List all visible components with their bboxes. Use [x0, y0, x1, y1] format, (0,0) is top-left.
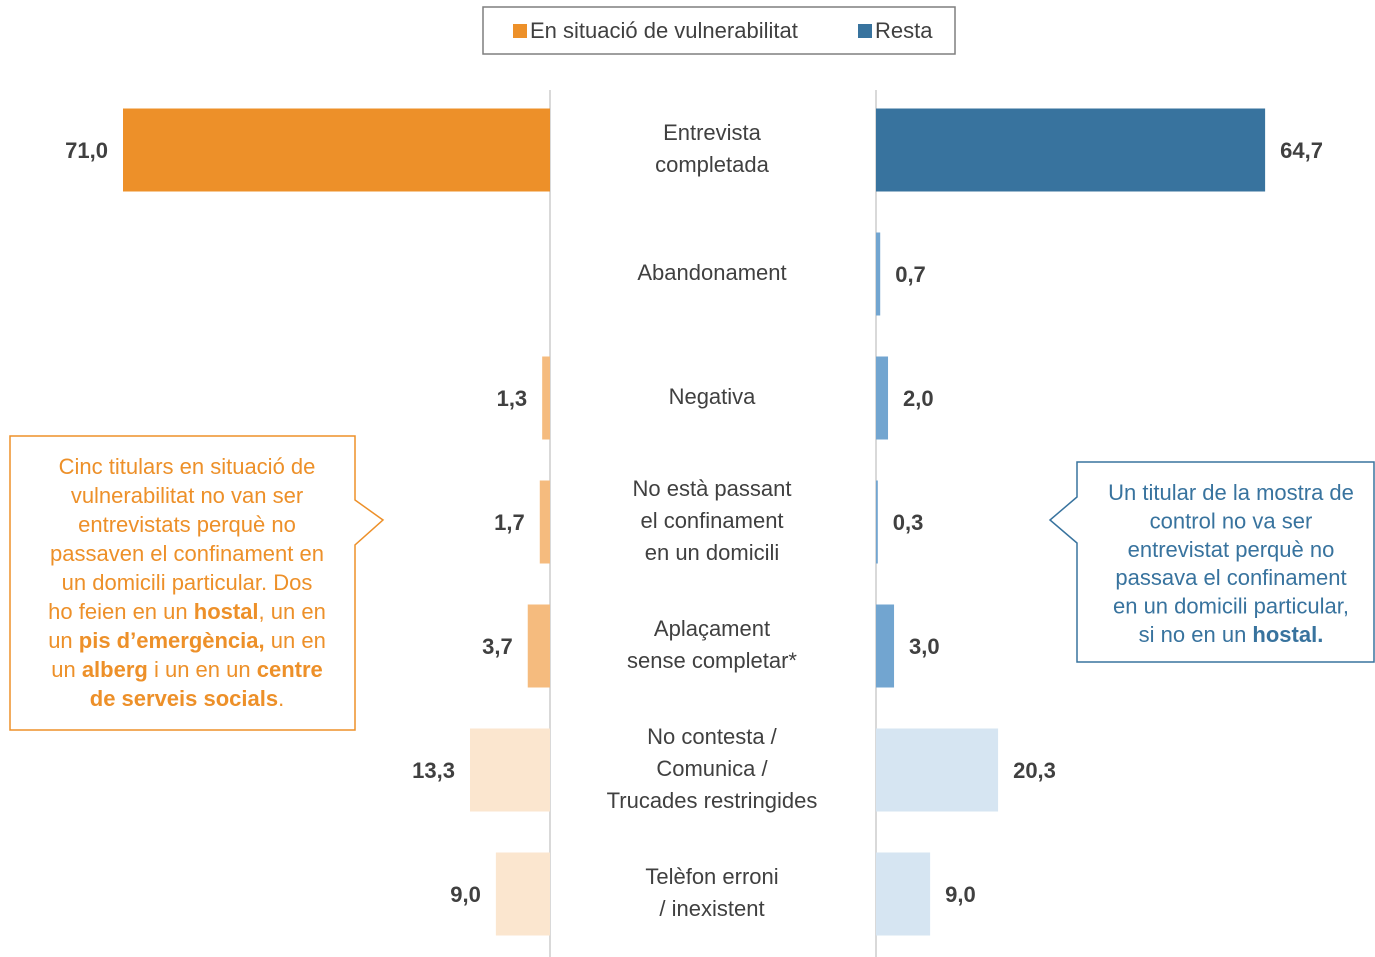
callout-run: passaven el confinament en [50, 541, 324, 566]
callout-text: un alberg i un en un centre [51, 657, 323, 682]
callout-text: un domicili particular. Dos [62, 570, 313, 595]
callout-run: pis d’emergència, [79, 628, 265, 653]
callout-run: alberg [82, 657, 148, 682]
category-label: / inexistent [659, 896, 764, 921]
callout-run: en un domicili particular, [1113, 593, 1349, 618]
callout-run: si no en un [1139, 622, 1253, 647]
category-label: Telèfon erroni [645, 864, 778, 889]
callout-text: passaven el confinament en [50, 541, 324, 566]
value-label: 13,3 [412, 758, 455, 783]
callout-run: hostal. [1252, 622, 1323, 647]
legend-label: En situació de vulnerabilitat [530, 18, 798, 43]
value-label: 64,7 [1280, 138, 1323, 163]
bar [539, 480, 550, 564]
category-label: el confinament [640, 508, 783, 533]
callout-run: entrevistat perquè no [1128, 537, 1335, 562]
category-label: Entrevista [663, 120, 762, 145]
value-label: 0,3 [893, 510, 924, 535]
callout-text: en un domicili particular, [1113, 593, 1349, 618]
value-label: 0,7 [895, 262, 926, 287]
callout-run: passava el confinament [1115, 565, 1346, 590]
value-label: 9,0 [450, 882, 481, 907]
legend-box [482, 6, 956, 55]
category-label: sense completar* [627, 648, 797, 673]
value-label: 1,7 [494, 510, 525, 535]
bar [876, 604, 895, 688]
bar [876, 232, 881, 316]
category-label: completada [655, 152, 770, 177]
bar [495, 852, 550, 936]
bar [876, 480, 878, 564]
value-label: 3,0 [909, 634, 940, 659]
callout-run: i un en un [148, 657, 257, 682]
value-label: 71,0 [65, 138, 108, 163]
category-label: Abandonament [637, 260, 786, 285]
value-label: 1,3 [497, 386, 528, 411]
category-label: Aplaçament [654, 616, 770, 641]
value-label: 20,3 [1013, 758, 1056, 783]
bar [876, 108, 1266, 192]
callout-text: entrevistat perquè no [1128, 537, 1335, 562]
callout-box [1048, 461, 1375, 663]
bar [527, 604, 550, 688]
callout-text: un pis d’emergència, un en [48, 628, 326, 653]
callout-text: Cinc titulars en situació de [59, 454, 316, 479]
legend-label: Resta [875, 18, 933, 43]
callout-run: un [51, 657, 82, 682]
category-label: No contesta / [647, 724, 778, 749]
callout-box [9, 435, 385, 731]
bar [876, 728, 999, 812]
category-label: No està passant [633, 476, 792, 501]
callout-run: de serveis socials [90, 686, 278, 711]
category-label: en un domicili [645, 540, 780, 565]
callout-run: Un titular de la mostra de [1108, 480, 1354, 505]
category-label: Trucades restringides [607, 788, 818, 813]
value-label: 2,0 [903, 386, 934, 411]
callout-run: centre [257, 657, 323, 682]
callout-run: , un en [259, 599, 326, 624]
value-label: 3,7 [482, 634, 513, 659]
callout-text: Un titular de la mostra de [1108, 480, 1354, 505]
callout-text: si no en un hostal. [1139, 622, 1324, 647]
callout-text: vulnerabilitat no van ser [71, 483, 303, 508]
callout-text: entrevistats perquè no [78, 512, 296, 537]
callout-run: entrevistats perquè no [78, 512, 296, 537]
bar [876, 852, 931, 936]
callout-run: un domicili particular. Dos [62, 570, 313, 595]
callout-run: un en [265, 628, 326, 653]
callout-run: control no va ser [1150, 508, 1313, 533]
callout-run: hostal [194, 599, 259, 624]
value-label: 9,0 [945, 882, 976, 907]
bar [542, 356, 550, 440]
legend-swatch [858, 24, 872, 38]
legend-swatch [513, 24, 527, 38]
category-label: Negativa [669, 384, 757, 409]
callout-run: un [48, 628, 79, 653]
callout-text: ho feien en un hostal, un en [48, 599, 326, 624]
category-label: Comunica / [656, 756, 768, 781]
callout-run: ho feien en un [48, 599, 194, 624]
callout-run: . [278, 686, 284, 711]
callout-run: vulnerabilitat no van ser [71, 483, 303, 508]
bar [470, 728, 550, 812]
callout-text: passava el confinament [1115, 565, 1346, 590]
callout-text: control no va ser [1150, 508, 1313, 533]
callout-text: de serveis socials. [90, 686, 284, 711]
bar [876, 356, 889, 440]
callout-run: Cinc titulars en situació de [59, 454, 316, 479]
bar [123, 108, 550, 192]
